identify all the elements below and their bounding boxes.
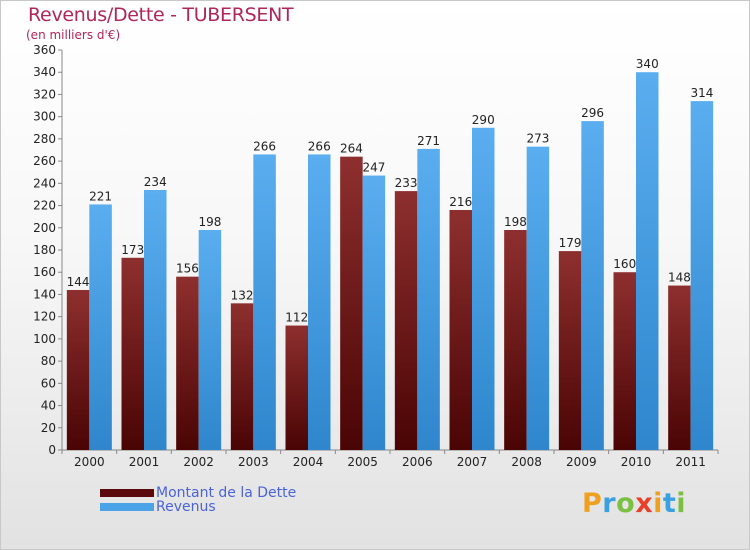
x-tick-label: 2002 (183, 455, 214, 469)
bar (362, 175, 386, 451)
bar (176, 276, 199, 450)
y-tick-label: 300 (33, 110, 56, 124)
chart-subtitle: (en milliers d'€) (26, 28, 121, 42)
legend-label-dette: Montant de la Dette (156, 485, 297, 501)
y-tick-label: 20 (41, 421, 56, 435)
bar (417, 148, 440, 450)
bar (308, 154, 331, 450)
y-tick-label: 120 (33, 310, 56, 324)
legend-swatch-dette (100, 489, 154, 497)
y-tick-label: 80 (41, 354, 56, 368)
bar (690, 101, 714, 450)
data-label: 264 (340, 142, 363, 156)
bar (253, 154, 276, 450)
data-label: 296 (581, 106, 604, 120)
y-tick-label: 100 (33, 332, 56, 346)
y-tick-label: 260 (33, 154, 56, 168)
legend-swatch-revenus (100, 503, 154, 511)
bar (636, 72, 659, 450)
x-tick-label: 2008 (511, 455, 542, 469)
y-tick-label: 40 (41, 399, 56, 413)
logo-letter: i (676, 488, 687, 519)
bar (144, 190, 167, 450)
data-label: 198 (504, 215, 527, 229)
x-tick-label: 2006 (402, 455, 433, 469)
bar (504, 230, 527, 450)
x-tick-label: 2001 (129, 455, 160, 469)
y-tick-label: 360 (33, 43, 56, 57)
bar (394, 191, 418, 450)
data-label: 271 (417, 134, 440, 148)
logo-letter: P (582, 488, 603, 519)
data-label: 247 (362, 161, 385, 175)
x-tick-label: 2009 (566, 455, 597, 469)
y-tick-label: 320 (33, 87, 56, 101)
y-tick-label: 340 (33, 65, 56, 79)
y-tick-label: 220 (33, 199, 56, 213)
data-label: 144 (67, 275, 90, 289)
x-tick-label: 2011 (675, 455, 706, 469)
y-tick-label: 160 (33, 265, 56, 279)
data-label: 132 (231, 288, 254, 302)
x-tick-label: 2000 (74, 455, 105, 469)
bar (472, 127, 495, 451)
x-tick-label: 2004 (293, 455, 324, 469)
bar (613, 272, 636, 450)
data-label: 233 (395, 176, 418, 190)
data-label: 112 (285, 311, 308, 325)
bar (121, 257, 144, 450)
data-label: 266 (253, 139, 276, 153)
logo-letter: t (662, 488, 677, 519)
y-tick-label: 280 (33, 132, 56, 146)
data-label: 234 (144, 175, 167, 189)
logo-letter: x (635, 488, 654, 519)
x-tick-label: 2007 (457, 455, 488, 469)
bar (449, 210, 472, 450)
bar (89, 204, 112, 450)
y-tick-label: 0 (48, 443, 56, 457)
y-tick-label: 240 (33, 176, 56, 190)
data-label: 216 (449, 195, 472, 209)
data-label: 198 (198, 215, 221, 229)
logo-letter: i (653, 488, 663, 519)
bar (66, 290, 90, 450)
x-tick-label: 2005 (347, 455, 378, 469)
bar (285, 325, 308, 450)
chart-title: Revenus/Dette - TUBERSENT (28, 4, 294, 26)
x-tick-label: 2003 (238, 455, 269, 469)
bar (668, 285, 691, 450)
y-tick-label: 200 (33, 221, 56, 235)
bar (198, 230, 222, 450)
y-tick-label: 180 (33, 243, 56, 257)
data-label: 173 (121, 243, 144, 257)
y-tick-label: 140 (33, 287, 56, 301)
y-tick-label: 60 (41, 376, 56, 390)
logo-letter: o (616, 488, 636, 519)
data-label: 290 (472, 113, 495, 127)
data-label: 160 (613, 257, 636, 271)
proxiti-logo: Proxiti (582, 488, 686, 519)
bar (581, 121, 604, 450)
bar (558, 251, 582, 450)
data-label: 221 (89, 189, 112, 203)
data-label: 156 (176, 262, 199, 276)
bar (526, 146, 550, 450)
legend-label-revenus: Revenus (156, 499, 216, 515)
data-label: 340 (636, 57, 659, 71)
data-label: 179 (559, 236, 582, 250)
logo-letter: r (602, 488, 617, 519)
x-tick-label: 2010 (621, 455, 652, 469)
data-label: 314 (690, 86, 713, 100)
bar (340, 156, 363, 450)
data-label: 148 (668, 271, 691, 285)
data-label: 273 (526, 132, 549, 146)
data-label: 266 (308, 139, 331, 153)
bar (230, 303, 254, 450)
